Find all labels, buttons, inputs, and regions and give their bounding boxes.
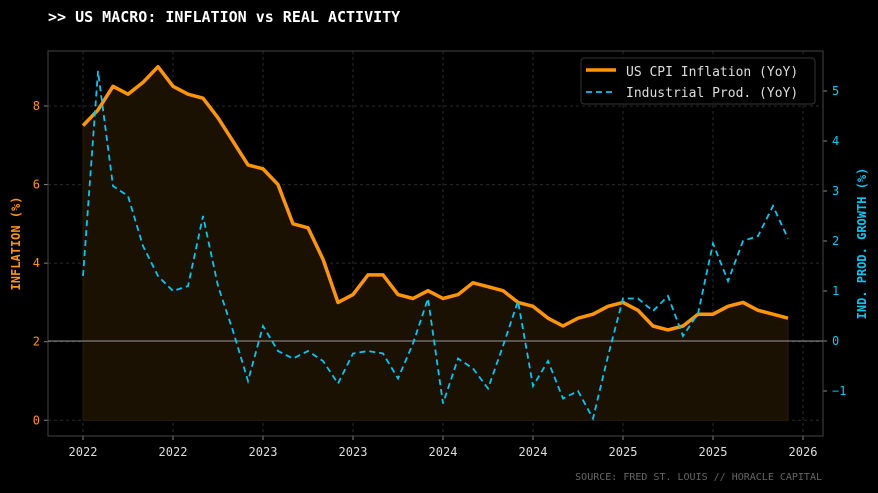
x-tick-label: 2024 — [429, 445, 458, 459]
x-tick-label: 2023 — [339, 445, 368, 459]
right-tick-label: 4 — [832, 134, 839, 148]
right-tick-label: 3 — [832, 184, 839, 198]
x-tick-label: 2025 — [609, 445, 638, 459]
right-tick-label: 0 — [832, 334, 839, 348]
x-tick-label: 2023 — [249, 445, 278, 459]
left-tick-label: 0 — [33, 413, 40, 427]
source-note: SOURCE: FRED ST. LOUIS // HORACLE CAPITA… — [575, 472, 822, 483]
right-tick-label: −1 — [832, 384, 846, 398]
plot-frame — [47, 50, 824, 437]
x-tick-label: 2025 — [699, 445, 728, 459]
left-tick-label: 6 — [33, 178, 40, 192]
x-tick-label: 2026 — [789, 445, 818, 459]
x-tick-label: 2024 — [519, 445, 548, 459]
right-tick-label: 1 — [832, 284, 839, 298]
legend-box — [580, 57, 816, 105]
cpi-area-fill — [82, 65, 789, 421]
left-tick-label: 8 — [33, 99, 40, 113]
industrial-prod-line — [82, 70, 789, 421]
x-tick-label: 2022 — [69, 445, 98, 459]
legend-label-ip: Industrial Prod. (YoY) — [626, 86, 798, 101]
right-tick-label: 2 — [832, 234, 839, 248]
right-tick-label: 5 — [832, 84, 839, 98]
chart-title: >> US MACRO: INFLATION vs REAL ACTIVITY — [48, 8, 401, 26]
cpi-line — [81, 64, 789, 332]
left-tick-label: 4 — [33, 256, 40, 270]
x-tick-label: 2022 — [159, 445, 188, 459]
left-axis-label: INFLATION (%) — [9, 197, 23, 291]
right-axis-label: IND. PROD. GROWTH (%) — [855, 168, 869, 320]
legend-label-cpi: US CPI Inflation (YoY) — [626, 65, 798, 80]
left-tick-label: 2 — [33, 335, 40, 349]
